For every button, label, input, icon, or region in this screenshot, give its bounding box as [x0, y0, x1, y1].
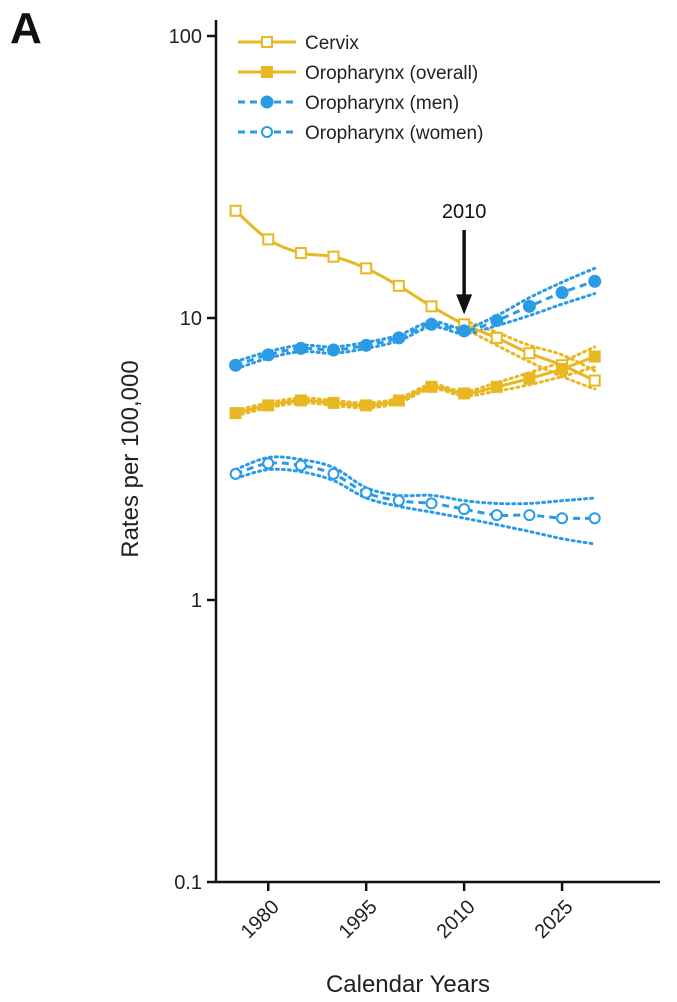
cervix-point [392, 279, 405, 292]
legend-item-cervix: Cervix [238, 33, 359, 54]
legend-swatch-marker [261, 36, 273, 48]
oropharynx-men-ci-upper-band [234, 266, 597, 364]
y-ticks: 0.1 1 10 100 [169, 26, 216, 894]
cervix-point [523, 347, 536, 360]
oropharynx-men-point [359, 338, 373, 352]
series-lines [234, 209, 596, 520]
legend-swatch-marker [261, 66, 273, 78]
oropharynx-women-ci-upper-band [234, 455, 597, 506]
oropharynx-men-point [555, 286, 569, 300]
oropharynx-men-point [457, 324, 471, 338]
oropharynx-overall-point [327, 396, 340, 409]
cervix-point [262, 233, 275, 246]
oropharynx-women-point [490, 509, 503, 522]
x-tick-label: 2010 [433, 896, 480, 943]
oropharynx-men-point [522, 299, 536, 313]
x-tick-label: 1980 [237, 896, 284, 943]
legend-label: Oropharynx (overall) [305, 63, 478, 84]
confidence-bands [234, 266, 597, 546]
y-tick-label: 10 [180, 308, 202, 330]
oropharynx-men-point [490, 313, 504, 327]
x-tick-label: 1995 [335, 896, 382, 943]
x-axis-title: Calendar Years [326, 971, 490, 998]
axes [214, 20, 660, 884]
oropharynx-overall-point [229, 407, 242, 420]
cervix-ci-lower-band [462, 326, 597, 391]
y-axis-title: Rates per 100,000 [117, 360, 144, 557]
oropharynx-women-point [262, 457, 275, 470]
oropharynx-men-point [327, 343, 341, 357]
cervix-point [294, 247, 307, 260]
oropharynx-women-point [360, 486, 373, 499]
cervix-point [327, 250, 340, 263]
oropharynx-overall-point [262, 399, 275, 412]
y-tick-label: 0.1 [174, 872, 202, 894]
oropharynx-women-point [425, 497, 438, 510]
oropharynx-men-point [424, 317, 438, 331]
oropharynx-overall-point [490, 380, 503, 393]
oropharynx-women-point [458, 503, 471, 516]
oropharynx-women-point [523, 509, 536, 522]
legend-label: Oropharynx (women) [305, 123, 483, 144]
annotation-label: 2010 [442, 201, 487, 223]
annotation-2010: 2010 [442, 201, 487, 315]
oropharynx-men-point [392, 331, 406, 345]
oropharynx-women-point [588, 512, 601, 525]
oropharynx-women-point [294, 459, 307, 472]
cervix-point [425, 300, 438, 313]
oropharynx-overall-point [360, 399, 373, 412]
oropharynx-overall-ci-upper-band [234, 345, 597, 412]
oropharynx-women-point [327, 467, 340, 480]
oropharynx-women-point [392, 494, 405, 507]
annotation-arrow-head [456, 294, 473, 315]
oropharynx-overall-point [523, 372, 536, 385]
oropharynx-women-point [229, 467, 242, 480]
legend-label: Oropharynx (men) [305, 93, 459, 114]
oropharynx-overall-point [392, 394, 405, 407]
oropharynx-women-ci-lower-band [234, 467, 597, 546]
cervix-line [234, 209, 596, 382]
oropharynx-men-point [261, 348, 275, 362]
legend-swatch-marker [261, 126, 273, 138]
oropharynx-overall-point [458, 387, 471, 400]
oropharynx-men-point [294, 341, 308, 355]
oropharynx-men-point [588, 274, 602, 288]
y-tick-label: 100 [169, 26, 202, 48]
panel-label: A [10, 4, 42, 53]
cervix-point [588, 374, 601, 387]
cervix-point [360, 262, 373, 275]
oropharynx-overall-point [588, 350, 601, 363]
series-markers [229, 204, 602, 525]
legend-item-oropharynx-overall: Oropharynx (overall) [238, 63, 478, 84]
oropharynx-overall-point [425, 380, 438, 393]
legend-item-oropharynx-men: Oropharynx (men) [238, 93, 459, 114]
cervix-point [490, 331, 503, 344]
x-ticks: 1980 1995 2010 2025 [237, 882, 578, 943]
oropharynx-women-point [556, 512, 569, 525]
oropharynx-overall-point [294, 394, 307, 407]
legend: Cervix Oropharynx (overall) Oropharynx (me… [238, 33, 483, 144]
legend-item-oropharynx-women: Oropharynx (women) [238, 123, 483, 144]
legend-label: Cervix [305, 33, 359, 54]
x-tick-label: 2025 [531, 896, 578, 943]
oropharynx-overall-point [556, 362, 569, 375]
legend-swatch-marker [260, 95, 274, 109]
y-tick-label: 1 [191, 590, 202, 612]
cervix-point [229, 204, 242, 217]
oropharynx-men-point [229, 358, 243, 372]
